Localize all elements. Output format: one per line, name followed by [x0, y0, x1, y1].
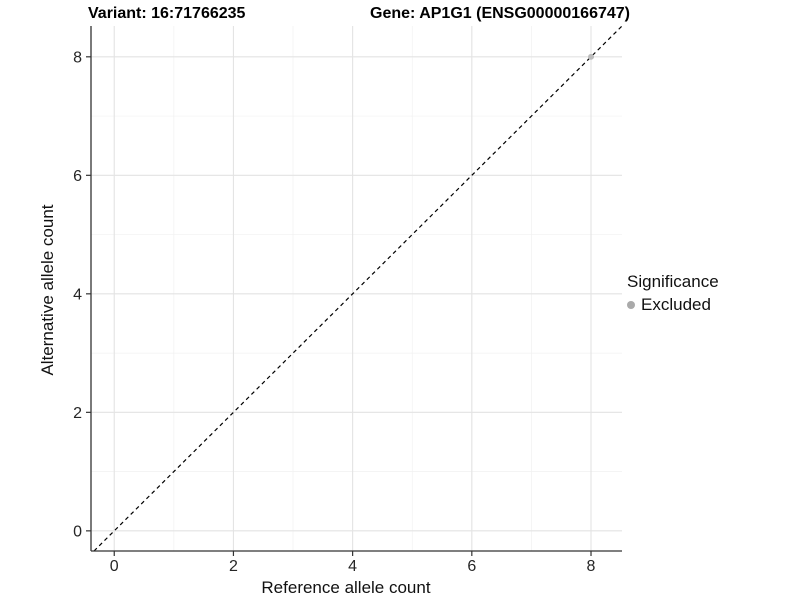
gridlines-major: [91, 26, 622, 551]
legend-title: Significance: [627, 272, 719, 291]
y-tick-labels: 0 2 4 6 8: [73, 49, 82, 540]
x-axis-title: Reference allele count: [261, 578, 431, 597]
legend-entry-excluded: Excluded: [627, 295, 719, 315]
axis-lines: [90, 26, 622, 552]
data-point: [588, 53, 595, 60]
legend: Significance Excluded: [627, 272, 719, 315]
variant-title: Variant: 16:71766235: [88, 5, 246, 22]
svg-text:0: 0: [73, 523, 82, 540]
svg-text:2: 2: [229, 558, 238, 575]
x-tick-labels: 0 2 4 6 8: [110, 558, 596, 575]
y-axis-title: Alternative allele count: [38, 204, 57, 376]
svg-text:8: 8: [587, 558, 596, 575]
svg-text:6: 6: [467, 558, 476, 575]
legend-point-icon: [627, 301, 635, 309]
svg-text:4: 4: [73, 286, 82, 303]
svg-text:0: 0: [110, 558, 119, 575]
svg-text:8: 8: [73, 49, 82, 66]
svg-text:6: 6: [73, 168, 82, 185]
svg-text:2: 2: [73, 405, 82, 422]
gridlines-minor: [91, 26, 622, 551]
svg-text:4: 4: [348, 558, 357, 575]
gene-title: Gene: AP1G1 (ENSG00000166747): [370, 5, 630, 22]
identity-line: [93, 25, 623, 552]
series-excluded: [588, 53, 595, 60]
legend-entry-label: Excluded: [641, 295, 711, 314]
tick-marks: [86, 56, 592, 556]
